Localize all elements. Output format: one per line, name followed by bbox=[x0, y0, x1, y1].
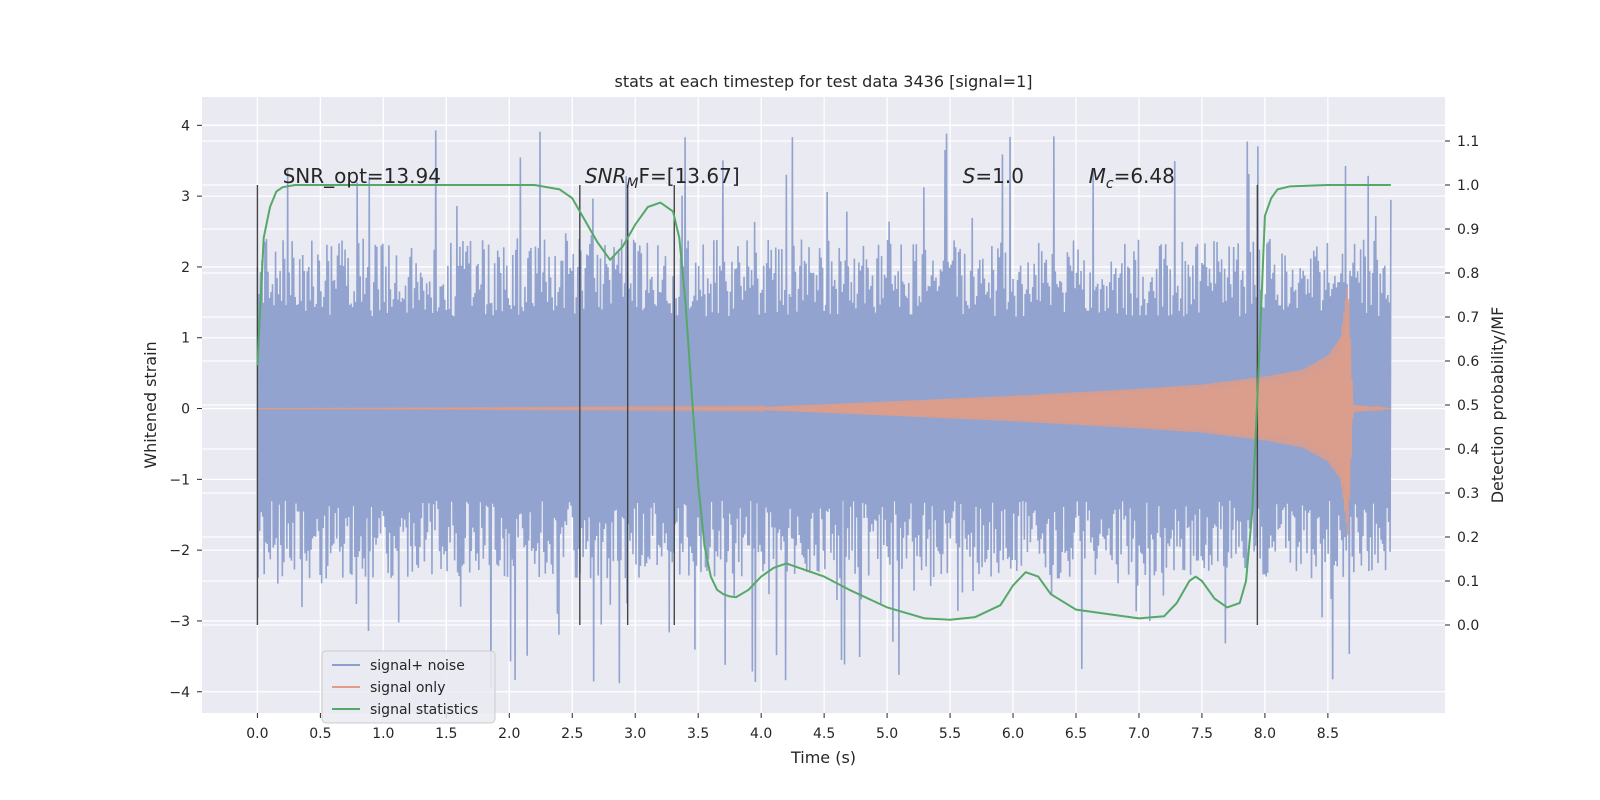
x-tick-label: 2.5 bbox=[561, 726, 583, 742]
y-left-tick-label: 0 bbox=[181, 402, 190, 418]
x-tick-label: 4.5 bbox=[813, 726, 835, 742]
y-right-tick-label: 1.0 bbox=[1457, 178, 1479, 194]
x-axis-label: Time (s) bbox=[790, 748, 856, 767]
y-left-tick-label: −4 bbox=[169, 685, 190, 701]
series-signal-statistics-line bbox=[256, 184, 1391, 621]
annotation-label: SNRMF=[13.67] bbox=[585, 164, 740, 192]
ticks: 0.0 0.5 1.0 1.5 2.0 2.5 3.0 3.5 4.0 4.5 5.0 5.5 6.0 6… bbox=[169, 118, 1479, 742]
y-right-tick-label: 0.1 bbox=[1457, 574, 1479, 590]
series-signal-only-line bbox=[257, 287, 1391, 536]
legend-label: signal+ noise bbox=[370, 658, 465, 674]
y-axis-left-label: Whitened strain bbox=[141, 341, 160, 468]
x-tick-label: 3.0 bbox=[624, 726, 646, 742]
y-left-tick-label: 1 bbox=[181, 331, 190, 347]
y-left-tick-label: −1 bbox=[169, 472, 190, 488]
y-right-tick-label: 0.3 bbox=[1457, 486, 1479, 502]
x-tick-label: 8.5 bbox=[1317, 726, 1339, 742]
legend-label: signal only bbox=[370, 680, 445, 696]
y-left-tick-label: 3 bbox=[181, 189, 190, 205]
chart-title: stats at each timestep for test data 343… bbox=[614, 72, 1032, 91]
y-right-tick-label: 0.5 bbox=[1457, 398, 1479, 414]
x-tick-label: 2.0 bbox=[498, 726, 520, 742]
x-tick-label: 5.5 bbox=[939, 726, 961, 742]
x-tick-label: 6.0 bbox=[1002, 726, 1024, 742]
data-layer bbox=[256, 130, 1392, 689]
x-tick-label: 7.0 bbox=[1128, 726, 1150, 742]
x-tick-label: 0.0 bbox=[246, 726, 268, 742]
annotation-label: Mc=6.48 bbox=[1089, 164, 1175, 192]
annotation-label: S=1.0 bbox=[963, 164, 1024, 188]
y-right-tick-label: 0.4 bbox=[1457, 442, 1479, 458]
y-left-tick-label: −2 bbox=[169, 543, 190, 559]
x-tick-label: 8.0 bbox=[1254, 726, 1276, 742]
legend-label: signal statistics bbox=[370, 702, 478, 718]
x-tick-label: 5.0 bbox=[876, 726, 898, 742]
y-right-tick-label: 0.9 bbox=[1457, 222, 1479, 238]
x-tick-label: 7.5 bbox=[1191, 726, 1213, 742]
y-right-tick-label: 0.0 bbox=[1457, 618, 1479, 634]
x-tick-label: 4.0 bbox=[750, 726, 772, 742]
y-right-tick-label: 0.2 bbox=[1457, 530, 1479, 546]
annotation-label: SNR_opt=13.94 bbox=[283, 164, 441, 188]
y-right-tick-label: 0.6 bbox=[1457, 354, 1479, 370]
legend-box bbox=[321, 650, 496, 724]
x-tick-label: 3.5 bbox=[687, 726, 709, 742]
y-right-tick-label: 0.8 bbox=[1457, 266, 1479, 282]
x-tick-label: 0.5 bbox=[309, 726, 331, 742]
x-tick-label: 1.0 bbox=[372, 726, 394, 742]
x-tick-label: 1.5 bbox=[435, 726, 457, 742]
legend: signal+ noise signal only signal statistic… bbox=[321, 650, 496, 724]
series-signal-noise-line bbox=[256, 130, 1392, 689]
y-left-tick-label: −3 bbox=[169, 614, 190, 630]
x-tick-label: 6.5 bbox=[1065, 726, 1087, 742]
annotations: SNR_opt=13.94 SNRMF=[13.67] S=1.0 Mc=6.48 bbox=[283, 164, 1175, 192]
y-left-tick-label: 4 bbox=[181, 118, 190, 134]
y-right-tick-label: 1.1 bbox=[1457, 134, 1479, 150]
y-axis-right-label: Detection probability/MF bbox=[1488, 307, 1507, 504]
y-right-tick-label: 0.7 bbox=[1457, 310, 1479, 326]
y-left-tick-label: 2 bbox=[181, 260, 190, 276]
